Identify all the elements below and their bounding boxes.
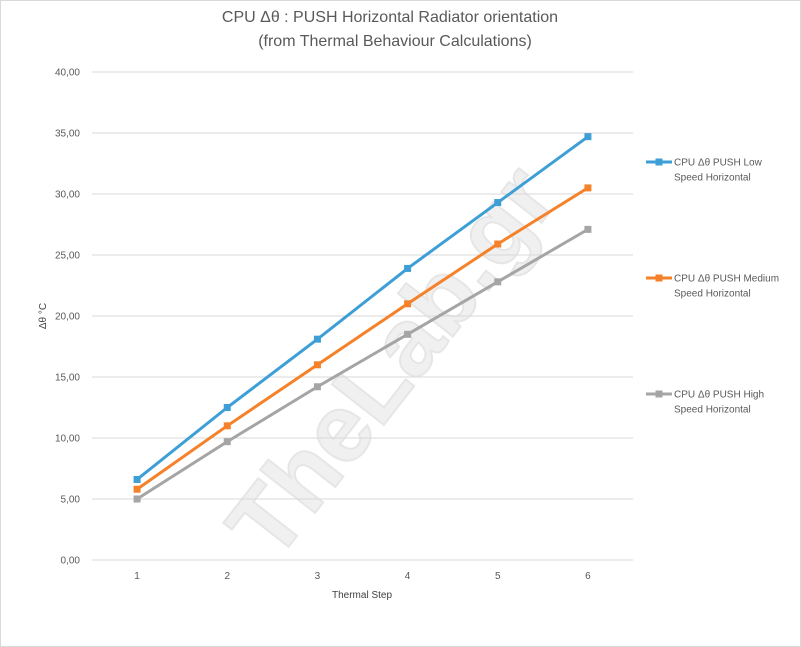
data-point-2-4: [494, 278, 502, 286]
series-2: [133, 225, 592, 503]
data-point-0-0: [133, 475, 141, 483]
watermark: TheLab.gr: [206, 145, 578, 579]
y-axis-ticks: 0,00 5,00 10,00 15,00 20,00 25,00 30,00 35,00 40…: [55, 68, 80, 567]
legend-item-0: CPU Δθ PUSH Low Speed Horizontal: [646, 158, 763, 184]
data-point-0-1: [223, 404, 231, 411]
y-tick-label-4: 20,00: [55, 312, 80, 323]
data-point-1-1: [223, 422, 231, 430]
x-tick-label-2: 3: [315, 571, 321, 582]
x-tick-label-3: 4: [405, 571, 411, 582]
legend-item-1: CPU Δθ PUSH Medium Speed Horizontal: [646, 274, 779, 300]
legend-label-1-1: Speed Horizontal: [674, 289, 751, 300]
data-point-0-4: [494, 199, 502, 207]
legend-item-2: CPU Δθ PUSH High Speed Horizontal: [646, 390, 764, 416]
data-point-1-4: [494, 240, 502, 248]
y-tick-label-5: 25,00: [55, 251, 80, 262]
grid-lines: [92, 71, 633, 561]
data-point-2-3: [404, 330, 412, 338]
watermark-text: TheLab.gr: [207, 146, 577, 578]
legend-label-2-1: Speed Horizontal: [674, 405, 751, 416]
legend-label-0-1: Speed Horizontal: [674, 173, 751, 184]
series-0: [133, 133, 592, 483]
legend-label-2-0: CPU Δθ PUSH High: [674, 390, 764, 401]
series-line-0: [135, 135, 590, 481]
x-tick-label-0: 1: [134, 571, 140, 582]
x-axis-ticks: 1 2 3 4 5 6: [134, 571, 591, 582]
data-point-1-5: [584, 184, 592, 192]
series-1: [133, 184, 592, 493]
chart-title-line-2: (from Thermal Behaviour Calculations): [258, 33, 532, 50]
y-tick-label-2: 10,00: [55, 434, 80, 445]
legend-marker-1: [655, 274, 663, 282]
series-layer: [133, 133, 592, 503]
data-point-1-0: [133, 485, 141, 493]
chart-title-line-1: CPU Δθ : PUSH Horizontal Radiator orient…: [222, 9, 558, 26]
data-point-2-5: [584, 225, 592, 233]
data-point-1-3: [404, 300, 412, 308]
chart-title: CPU Δθ : PUSH Horizontal Radiator orient…: [222, 9, 558, 50]
data-point-0-5: [584, 133, 592, 141]
legend-label-1-0: CPU Δθ PUSH Medium: [674, 274, 779, 285]
data-point-0-3: [404, 264, 412, 272]
x-tick-label-1: 2: [224, 571, 230, 582]
data-point-2-1: [223, 438, 231, 446]
legend-label-0-0: CPU Δθ PUSH Low: [674, 158, 763, 169]
y-tick-label-7: 35,00: [55, 129, 80, 140]
y-tick-label-8: 40,00: [55, 68, 80, 79]
y-tick-label-0: 0,00: [61, 556, 81, 567]
data-point-0-2: [313, 335, 321, 343]
legend-marker-2: [655, 390, 663, 398]
y-axis-title: Δθ °C: [38, 303, 49, 329]
x-tick-label-4: 5: [495, 571, 501, 582]
data-point-1-2: [313, 361, 321, 369]
y-tick-label-3: 15,00: [55, 373, 80, 384]
legend-marker-0: [655, 158, 663, 166]
data-point-2-2: [313, 383, 321, 391]
data-point-2-0: [133, 495, 141, 503]
y-tick-label-6: 30,00: [55, 190, 80, 201]
x-tick-label-5: 6: [585, 571, 591, 582]
x-axis-title: Thermal Step: [332, 590, 392, 601]
series-line-1: [135, 186, 590, 491]
series-line-2: [135, 227, 590, 501]
y-tick-label-1: 5,00: [61, 495, 81, 506]
